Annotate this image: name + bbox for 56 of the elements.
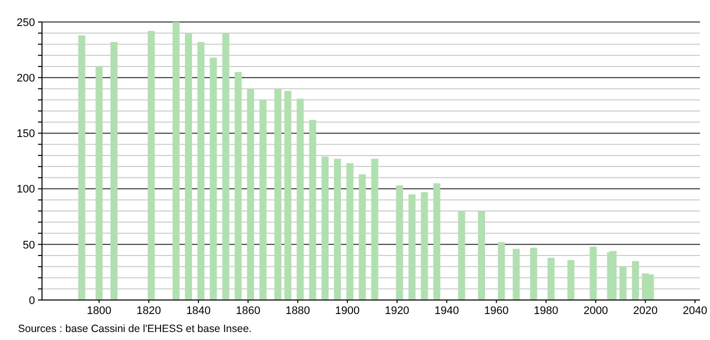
x-tick-label: 2020 xyxy=(633,305,658,317)
source-note: Sources : base Cassini de l'EHESS et base Insee. xyxy=(18,323,252,335)
bar xyxy=(358,174,366,300)
bar xyxy=(498,242,505,300)
bar xyxy=(512,248,520,300)
x-tick-label: 1900 xyxy=(335,305,360,317)
x-tick-label: 1820 xyxy=(136,305,162,317)
bar xyxy=(590,246,597,300)
x-tick-label: 1880 xyxy=(286,305,310,317)
bar xyxy=(110,42,118,300)
bar xyxy=(296,98,304,300)
bar xyxy=(334,158,341,300)
bar xyxy=(632,261,639,300)
bar xyxy=(396,185,404,300)
x-tick-label: 1940 xyxy=(434,305,459,317)
bar xyxy=(567,260,574,300)
bar xyxy=(610,251,617,300)
bar xyxy=(148,30,155,300)
x-tick-label: 1920 xyxy=(384,305,410,317)
x-tick-label: 2000 xyxy=(583,305,608,317)
bar xyxy=(247,88,254,300)
bar xyxy=(259,100,266,300)
bar xyxy=(530,248,538,300)
bar xyxy=(234,72,242,300)
y-tick-label: 200 xyxy=(16,72,35,84)
y-tick-label: 150 xyxy=(16,128,35,140)
bar xyxy=(210,58,217,300)
bar xyxy=(408,194,416,300)
bar xyxy=(274,88,282,300)
y-tick-label: 0 xyxy=(28,294,35,307)
x-tick-label: 1980 xyxy=(534,305,558,317)
bar xyxy=(346,163,354,300)
bar xyxy=(620,266,627,300)
bar xyxy=(322,156,329,300)
bar xyxy=(309,120,316,300)
x-tick-label: 1960 xyxy=(484,305,509,317)
bar xyxy=(185,33,192,300)
bar xyxy=(548,258,555,300)
x-tick-label: 1860 xyxy=(236,305,260,317)
bar xyxy=(433,183,440,300)
bar xyxy=(478,211,485,300)
x-tick-label: 1800 xyxy=(86,305,112,317)
bar xyxy=(197,42,204,300)
bar xyxy=(371,158,378,300)
x-tick-label: 2040 xyxy=(682,305,708,317)
y-tick-label: 100 xyxy=(16,184,35,196)
bar xyxy=(96,66,103,300)
bar xyxy=(172,22,180,300)
y-tick-label: 250 xyxy=(16,16,35,29)
bar xyxy=(420,192,428,300)
bar xyxy=(284,90,292,300)
bar xyxy=(458,211,466,300)
x-tick-label: 1840 xyxy=(186,305,211,317)
bar xyxy=(222,33,230,300)
bar xyxy=(78,35,86,300)
y-tick-label: 50 xyxy=(22,239,35,252)
